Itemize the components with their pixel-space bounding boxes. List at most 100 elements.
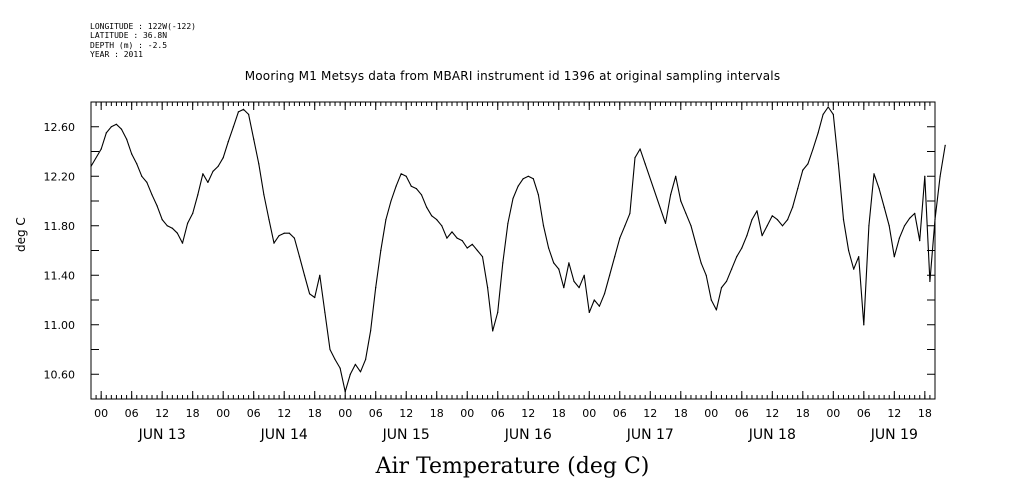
data-point [695, 243, 697, 245]
data-point [868, 225, 870, 227]
data-point [898, 237, 901, 239]
data-point [314, 296, 316, 299]
data-point [222, 157, 224, 159]
data-point [888, 225, 890, 227]
data-point [359, 371, 362, 373]
data-point [781, 225, 784, 227]
data-point [558, 268, 560, 270]
x-day-label: JUN 17 [626, 427, 674, 443]
data-point [517, 185, 519, 187]
data-point [731, 268, 733, 270]
data-point [120, 128, 123, 130]
data-point [685, 212, 687, 214]
data-point [156, 205, 158, 207]
data-point [431, 215, 433, 217]
data-point [217, 165, 219, 167]
data-point [680, 200, 682, 202]
data-point [827, 106, 829, 108]
data-point [527, 175, 529, 177]
data-point [512, 197, 514, 200]
data-point [914, 212, 916, 214]
data-point [176, 232, 178, 234]
data-point [583, 274, 585, 276]
data-point [410, 185, 412, 187]
data-point [248, 113, 250, 115]
data-point [842, 219, 845, 221]
data-point [227, 141, 229, 143]
data-point [100, 148, 102, 150]
x-tick-label: 00 [94, 407, 108, 420]
data-point [588, 311, 590, 313]
metadata-block: LONGITUDE : 122W(-122) LATITUDE : 36.8N … [90, 22, 196, 59]
data-point [263, 194, 265, 196]
data-point [848, 249, 850, 252]
data-point [741, 247, 743, 249]
y-tick-label: 11.80 [44, 220, 76, 233]
x-day-label: JUN 16 [504, 427, 552, 443]
data-point [858, 256, 860, 258]
data-point [385, 219, 387, 221]
x-day-label: JUN 13 [138, 427, 186, 443]
data-point [242, 108, 245, 110]
data-point [603, 293, 606, 295]
data-point [944, 144, 946, 146]
x-tick-label: 06 [735, 407, 749, 420]
data-point [670, 194, 672, 196]
data-point [268, 219, 270, 221]
x-tick-label: 06 [491, 407, 505, 420]
data-point [807, 163, 809, 165]
data-point [787, 219, 789, 221]
x-tick-label: 12 [765, 407, 779, 420]
data-point [700, 262, 702, 264]
data-point [802, 169, 804, 171]
y-tick-label: 12.20 [44, 170, 76, 183]
data-point [466, 247, 468, 249]
year-label: YEAR : 2011 [90, 49, 143, 59]
data-point [390, 200, 392, 202]
data-point [324, 311, 326, 313]
data-point [751, 219, 753, 221]
data-point [339, 367, 341, 369]
plot-frame [90, 101, 936, 400]
data-point [161, 219, 163, 221]
data-point [370, 330, 372, 332]
data-point [487, 287, 489, 289]
data-point [451, 231, 453, 233]
data-point [710, 299, 712, 301]
x-tick-label: 06 [857, 407, 871, 420]
data-point [258, 163, 260, 165]
data-point [532, 178, 534, 180]
data-point [405, 175, 407, 177]
x-tick-label: 12 [399, 407, 413, 420]
data-point [481, 256, 484, 258]
x-tick-label: 18 [430, 407, 444, 420]
data-point [675, 175, 677, 177]
latitude-label: LATITUDE : 36.8N [90, 31, 168, 41]
x-tick-label: 12 [277, 407, 291, 420]
x-tick-label: 06 [613, 407, 627, 420]
x-tick-label: 12 [521, 407, 535, 420]
data-point [232, 126, 234, 128]
data-point [375, 287, 377, 289]
x-tick-label: 12 [887, 407, 901, 420]
data-point [878, 188, 880, 190]
data-point [126, 138, 128, 140]
data-point [832, 113, 834, 115]
data-point [171, 227, 173, 229]
data-point [720, 287, 723, 289]
x-tick-label: 18 [796, 407, 810, 420]
data-point [934, 219, 936, 221]
data-point [573, 280, 575, 282]
y-tick-label: 11.40 [44, 269, 76, 282]
x-day-label: JUN 14 [260, 427, 308, 443]
data-point [639, 148, 641, 150]
x-tick-label: 18 [552, 407, 566, 420]
data-point [212, 170, 214, 172]
data-point [756, 210, 758, 212]
data-point [817, 132, 819, 134]
data-point [151, 194, 153, 196]
x-tick-label: 06 [247, 407, 261, 420]
data-point [395, 185, 397, 187]
data-point [329, 348, 331, 351]
data-point [929, 280, 931, 282]
